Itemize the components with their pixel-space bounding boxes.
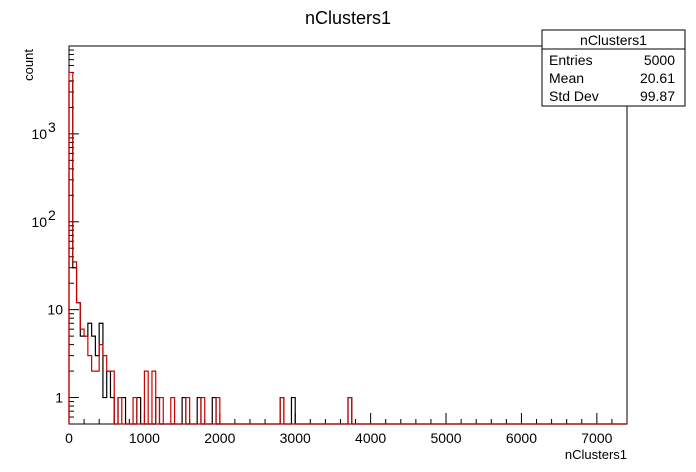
y-tick-exponent: 3 [48, 119, 56, 135]
y-axis-title: count [21, 49, 36, 81]
stats-stddev-label: Std Dev [549, 88, 599, 104]
x-tick-label: 2000 [204, 430, 235, 446]
x-axis-title: nClusters1 [565, 447, 627, 462]
stats-stddev-value: 99.87 [640, 88, 675, 104]
x-tick-label: 5000 [430, 430, 461, 446]
histogram-series-1 [68, 80, 627, 425]
stats-entries-value: 5000 [644, 52, 675, 68]
chart-title: nClusters1 [305, 8, 391, 28]
stats-mean-label: Mean [549, 70, 584, 86]
y-tick-label: 10 [31, 214, 47, 230]
x-tick-label: 6000 [506, 430, 537, 446]
stats-box: nClusters1 Entries 5000 Mean 20.61 Std D… [541, 29, 686, 107]
y-tick-label: 10 [47, 302, 63, 318]
x-tick-label: 7000 [581, 430, 612, 446]
stats-mean-value: 20.61 [640, 70, 675, 86]
stats-box-frame [541, 29, 686, 107]
x-tick-label: 0 [65, 430, 73, 446]
x-tick-label: 3000 [280, 430, 311, 446]
x-tick-label: 1000 [129, 430, 160, 446]
stats-box-title: nClusters1 [580, 32, 647, 48]
x-tick-label: 4000 [355, 430, 386, 446]
y-tick-label: 1 [55, 390, 63, 406]
histogram-series [68, 71, 627, 425]
stats-entries-label: Entries [549, 52, 593, 68]
histogram-series-2 [68, 71, 627, 425]
y-tick-exponent: 2 [48, 207, 56, 223]
y-tick-label: 10 [31, 126, 47, 142]
x-axis: 0 1000 2000 3000 4000 5000 6000 7000 [65, 413, 628, 446]
